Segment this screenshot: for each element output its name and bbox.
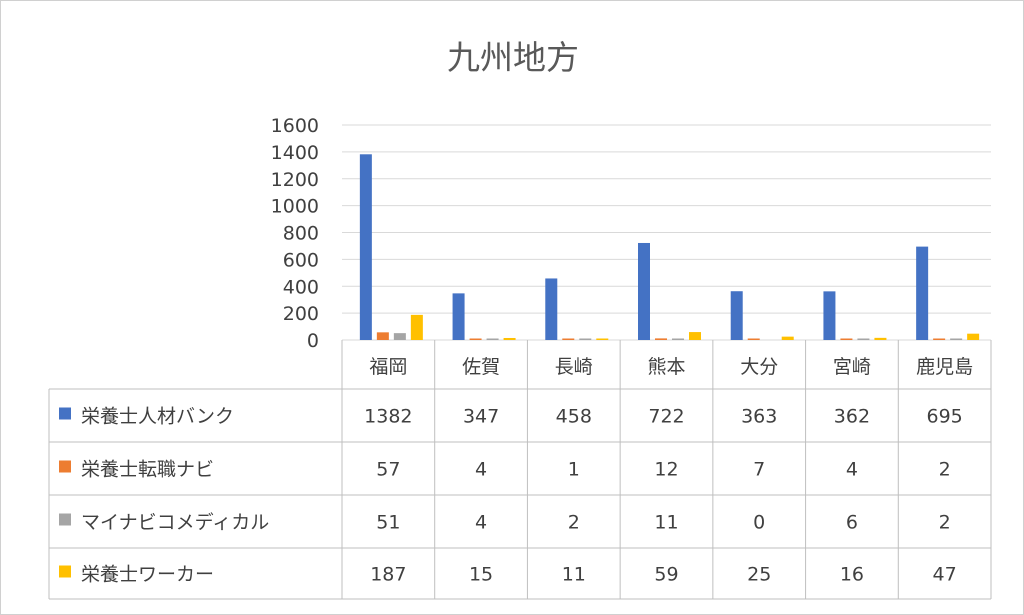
legend-label: 栄養士転職ナビ	[81, 459, 214, 481]
table-value: 4	[475, 512, 487, 534]
bar-3-1	[393, 333, 406, 340]
category-label: 熊本	[647, 356, 685, 378]
table-value: 57	[376, 459, 400, 481]
bar-1-3	[545, 278, 558, 340]
category-label: 大分	[740, 356, 778, 378]
table-value: 11	[654, 512, 678, 534]
table-value: 187	[370, 564, 406, 586]
bar-4-5	[781, 336, 794, 340]
bar-3-6	[857, 338, 870, 340]
table-value: 6	[846, 512, 858, 534]
bar-1-5	[730, 291, 743, 340]
category-label: 鹿児島	[916, 356, 973, 378]
bar-1-2	[452, 293, 465, 340]
category-label: 宮崎	[833, 356, 871, 378]
legend-label: 栄養士ワーカー	[81, 564, 214, 586]
table-value: 12	[654, 459, 678, 481]
legend-label: マイナビコメディカル	[81, 512, 269, 534]
chart-title: 九州地方	[447, 38, 579, 77]
table-value: 458	[556, 406, 592, 428]
table-value: 25	[747, 564, 771, 586]
y-tick-label: 1400	[271, 142, 319, 164]
table-value: 2	[939, 459, 951, 481]
table-value: 1382	[364, 406, 412, 428]
y-tick-label: 400	[283, 276, 319, 298]
bar-4-3	[596, 338, 609, 340]
table-value: 1	[568, 459, 580, 481]
bar-4-2	[503, 337, 516, 340]
bar-3-7	[950, 338, 963, 340]
table-value: 11	[562, 564, 586, 586]
bar-1-4	[638, 242, 650, 340]
bar-1-7	[916, 246, 929, 340]
bar-2-5	[747, 338, 760, 340]
bar-2-1	[376, 332, 389, 340]
bar-2-6	[840, 338, 853, 340]
y-tick-label: 600	[283, 249, 319, 271]
y-tick-label: 1600	[271, 115, 319, 137]
bar-2-2	[469, 338, 482, 340]
table-value: 722	[648, 406, 684, 428]
bar-4-7	[967, 333, 980, 340]
table-value: 47	[933, 564, 957, 586]
table-value: 4	[846, 459, 858, 481]
table-value: 51	[376, 512, 400, 534]
table-value: 15	[469, 564, 493, 586]
table-value: 347	[463, 406, 499, 428]
bar-2-7	[933, 338, 946, 340]
table-value: 0	[753, 512, 765, 534]
bar-4-6	[874, 337, 887, 340]
bar-3-4	[672, 338, 684, 340]
table-value: 59	[654, 564, 678, 586]
bar-4-4	[689, 332, 701, 340]
legend-swatch	[59, 513, 71, 526]
table-value: 695	[927, 406, 963, 428]
y-tick-label: 200	[283, 303, 319, 325]
gridlines	[342, 124, 991, 341]
table-value: 2	[568, 512, 580, 534]
bar-1-6	[823, 291, 836, 340]
legend-swatch	[59, 460, 71, 473]
bar-3-2	[486, 338, 499, 340]
bar-3-3	[579, 338, 592, 340]
bar-2-3	[562, 338, 575, 340]
table-value: 363	[741, 406, 777, 428]
y-tick-label: 0	[307, 330, 319, 352]
table-value: 7	[753, 459, 765, 481]
y-tick-label: 800	[283, 223, 319, 245]
table-value: 4	[475, 459, 487, 481]
legend-swatch	[59, 565, 71, 578]
table-value: 16	[840, 564, 864, 586]
table-value: 362	[834, 406, 870, 428]
legend-label: 栄養士人材バンク	[81, 406, 234, 428]
category-label: 福岡	[369, 356, 407, 378]
bar-2-4	[655, 338, 667, 340]
y-tick-label: 1000	[271, 196, 319, 218]
bars	[359, 154, 980, 340]
table-value: 2	[939, 512, 951, 534]
category-label: 長崎	[555, 356, 593, 378]
bar-1-1	[359, 154, 372, 340]
legend-swatch	[59, 407, 71, 420]
bar-4-1	[410, 314, 423, 340]
y-axis-ticks: 0 200 400 600 800 1000 1200 1400 1600	[271, 115, 319, 352]
category-label: 佐賀	[462, 356, 500, 378]
y-tick-label: 1200	[271, 169, 319, 191]
